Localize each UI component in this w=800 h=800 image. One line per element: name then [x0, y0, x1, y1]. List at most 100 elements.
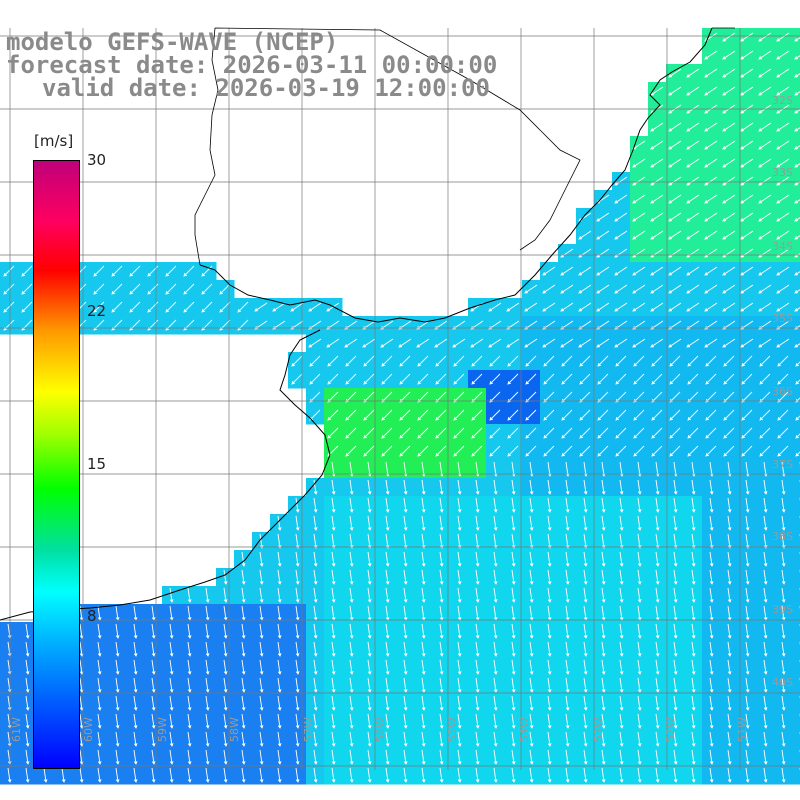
wind-arrow — [691, 551, 696, 567]
wind-arrow — [601, 515, 606, 531]
wind-arrow — [205, 587, 210, 603]
wind-arrow — [313, 641, 318, 657]
wind-arrow — [398, 338, 412, 348]
wind-arrow — [637, 713, 642, 729]
wind-arrow — [511, 497, 516, 513]
wind-arrow — [529, 659, 534, 675]
wind-arrow — [331, 587, 336, 603]
wind-arrow — [313, 695, 318, 711]
wind-arrow — [722, 338, 736, 348]
wind-arrow — [781, 569, 786, 585]
wind-arrow — [205, 641, 210, 657]
wind-arrow — [331, 659, 336, 675]
wind-arrow — [349, 479, 354, 495]
wind-arrow — [547, 497, 552, 513]
lat-label: 34S — [772, 240, 793, 253]
wind-arrow — [547, 767, 552, 783]
wind-arrow — [475, 731, 480, 747]
wind-arrow — [169, 659, 174, 675]
wind-arrow — [25, 767, 30, 783]
wind-arrow — [97, 767, 102, 783]
wind-cell — [792, 82, 800, 101]
wind-arrow — [115, 659, 120, 675]
wind-cell — [792, 280, 800, 299]
wind-arrow — [349, 497, 354, 513]
wind-arrow — [601, 659, 606, 675]
wind-arrow — [758, 284, 772, 294]
wind-arrow — [601, 749, 606, 765]
wind-arrow — [488, 338, 502, 348]
wind-arrow — [691, 533, 696, 549]
wind-arrow — [237, 301, 249, 313]
wind-arrow — [421, 767, 426, 783]
wind-arrow — [525, 391, 537, 403]
wind-arrow — [277, 569, 282, 585]
wind-arrow — [493, 641, 498, 657]
wind-arrow — [619, 767, 624, 783]
wind-arrow — [349, 641, 354, 657]
wind-arrow — [597, 373, 609, 385]
wind-arrow — [619, 623, 624, 639]
wind-arrow — [385, 551, 390, 567]
wind-arrow — [673, 641, 678, 657]
wind-arrow — [475, 551, 480, 567]
wind-arrow — [601, 497, 606, 513]
wind-arrow — [651, 355, 663, 367]
wind-arrow — [727, 551, 732, 567]
wind-arrow — [151, 749, 156, 765]
wind-arrow — [308, 302, 322, 312]
wind-arrow — [416, 338, 430, 348]
wind-arrow — [471, 373, 483, 385]
wind-arrow — [489, 427, 501, 439]
wind-arrow — [776, 32, 790, 42]
wind-arrow — [385, 713, 390, 729]
wind-arrow — [403, 479, 408, 495]
wind-arrow — [704, 266, 718, 276]
wind-arrow — [367, 659, 372, 675]
wind-arrow — [363, 355, 375, 367]
wind-arrow — [151, 641, 156, 657]
wind-arrow — [673, 659, 678, 675]
wind-arrow — [650, 122, 664, 132]
wind-arrow — [115, 767, 120, 783]
wind-arrow — [794, 109, 800, 114]
wind-arrow — [439, 533, 444, 549]
wind-arrow — [543, 373, 555, 385]
wind-arrow — [205, 623, 210, 639]
wind-arrow — [507, 427, 519, 439]
wind-arrow — [565, 731, 570, 747]
wind-arrow — [583, 623, 588, 639]
wind-arrow — [205, 731, 210, 747]
wind-arrow — [439, 641, 444, 657]
wind-arrow — [781, 731, 786, 747]
wind-arrow — [183, 301, 195, 313]
wind-arrow — [781, 677, 786, 693]
wind-arrow — [668, 338, 682, 348]
wind-arrow — [633, 373, 645, 385]
wind-arrow — [619, 533, 624, 549]
wind-arrow — [655, 695, 660, 711]
wind-arrow — [691, 641, 696, 657]
wind-arrow — [673, 479, 678, 495]
wind-arrow — [759, 373, 771, 385]
wind-arrow — [579, 355, 591, 367]
wind-cell — [792, 64, 800, 83]
wind-arrow — [781, 533, 786, 549]
wind-arrow — [687, 445, 699, 457]
wind-arrow — [583, 695, 588, 711]
wind-arrow — [632, 230, 646, 240]
wind-arrow — [151, 767, 156, 783]
wind-arrow — [349, 587, 354, 603]
wind-arrow — [97, 659, 102, 675]
wind-arrow — [385, 695, 390, 711]
wind-arrow — [619, 497, 624, 513]
wind-arrow — [673, 533, 678, 549]
wind-arrow — [223, 569, 228, 585]
wind-arrow — [583, 515, 588, 531]
wind-arrow — [363, 427, 375, 439]
wind-cell — [792, 550, 800, 569]
wind-arrow — [223, 767, 228, 783]
wind-arrow — [367, 479, 372, 495]
wind-arrow — [7, 767, 12, 783]
wind-arrow — [97, 623, 102, 639]
